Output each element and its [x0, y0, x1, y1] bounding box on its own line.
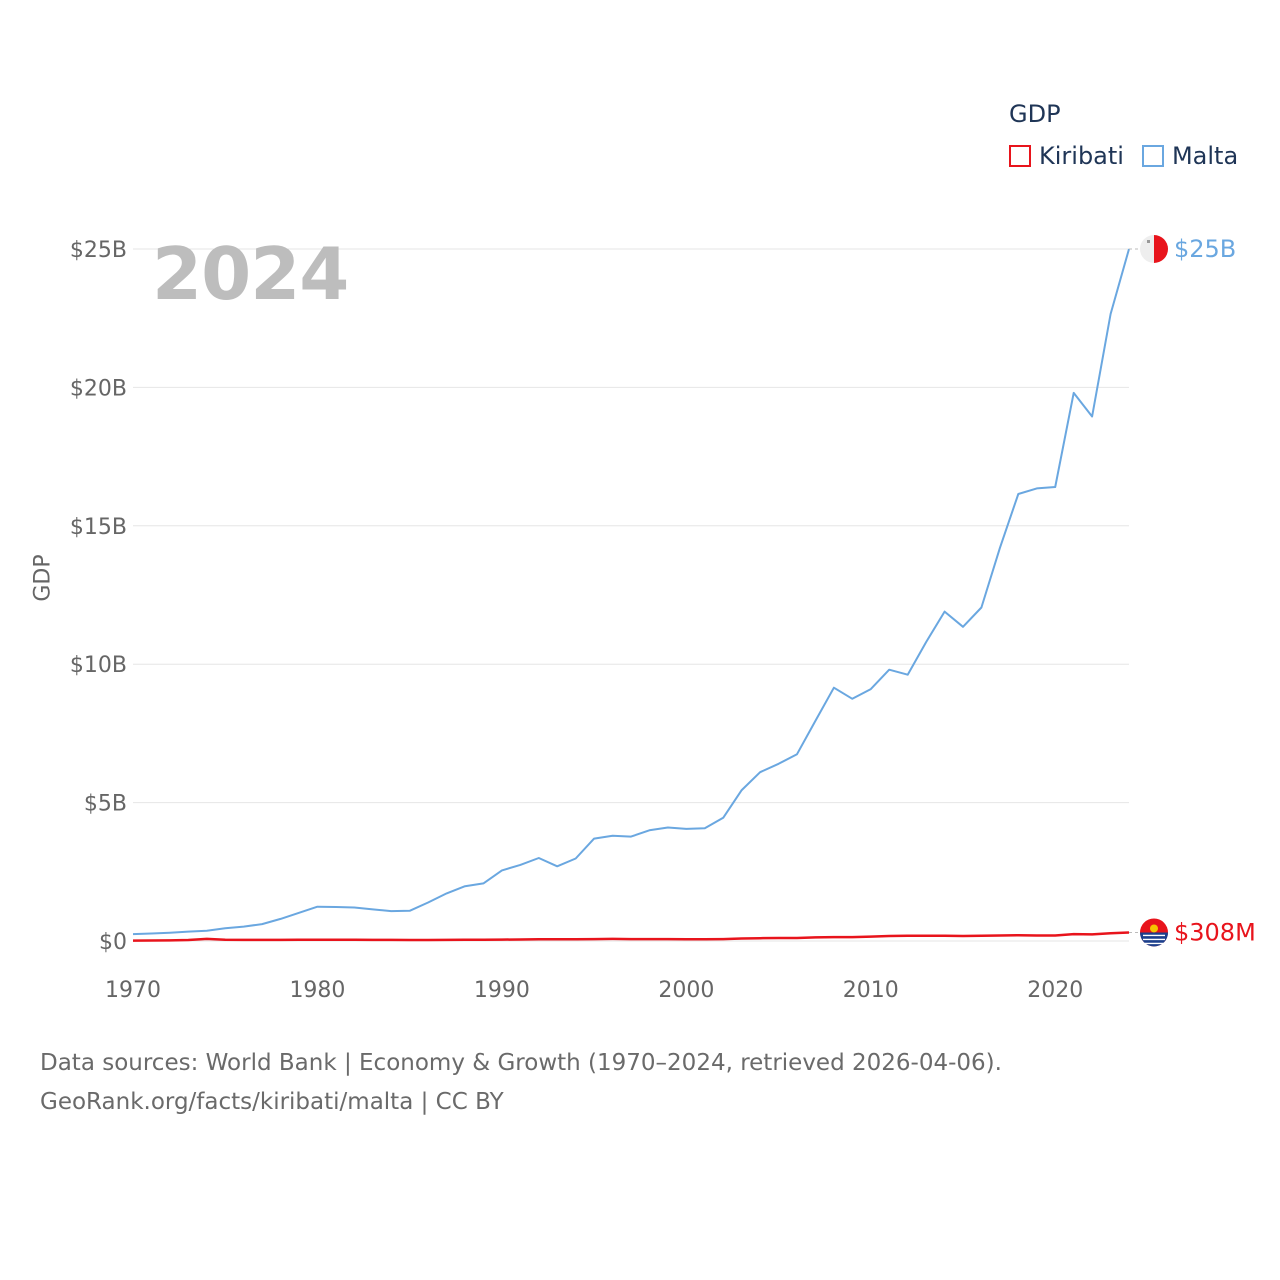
series-line-kiribati — [132, 931, 1130, 942]
legend-item-kiribati[interactable]: Kiribati — [1009, 142, 1124, 170]
legend-swatch-kiribati — [1009, 145, 1031, 167]
end-value-label-kiribati: $308M — [1174, 918, 1256, 946]
malta-flag-icon — [1140, 235, 1168, 263]
x-tick-label: 1980 — [289, 978, 345, 1003]
x-tick-label: 2000 — [658, 978, 714, 1003]
y-axis-title: GDP — [30, 554, 56, 602]
end-value-label-malta: $25B — [1174, 235, 1236, 263]
legend-title: GDP — [1009, 100, 1061, 128]
series-line-malta — [132, 248, 1130, 936]
legend-label-kiribati: Kiribati — [1039, 142, 1124, 170]
y-tick-label: $5B — [84, 792, 127, 817]
grid-lines — [133, 248, 1129, 942]
source-line-2[interactable]: GeoRank.org/facts/kiribati/malta | CC BY — [40, 1089, 504, 1115]
x-tick-label: 2010 — [843, 978, 899, 1003]
y-tick-label: $20B — [70, 376, 127, 401]
x-tick-label: 1990 — [474, 978, 530, 1003]
end-markers: $308M $25B — [1129, 235, 1256, 947]
source-line-1: Data sources: World Bank | Economy & Gro… — [40, 1050, 1002, 1076]
kiribati-flag-icon — [1140, 918, 1168, 947]
x-tick-label: 2020 — [1027, 978, 1083, 1003]
legend: Kiribati Malta — [1009, 142, 1256, 170]
y-tick-label: $0 — [99, 930, 127, 955]
source-note: Data sources: World Bank | Economy & Gro… — [40, 1044, 1002, 1122]
legend-item-malta[interactable]: Malta — [1141, 142, 1239, 170]
y-tick-label: $25B — [70, 238, 127, 263]
y-tick-label: $10B — [70, 653, 127, 678]
series-lines — [132, 248, 1130, 942]
legend-label-malta: Malta — [1171, 142, 1239, 170]
legend-swatch-malta — [1141, 145, 1164, 167]
x-axis-tick-labels: 1970 1980 1990 2000 2010 2020 — [105, 978, 1083, 1003]
y-axis-tick-labels: $0 $5B $10B $15B $20B $25B — [70, 238, 127, 955]
x-tick-label: 1970 — [105, 978, 161, 1003]
current-year-label: 2024 — [152, 232, 349, 316]
y-tick-label: $15B — [70, 515, 127, 540]
